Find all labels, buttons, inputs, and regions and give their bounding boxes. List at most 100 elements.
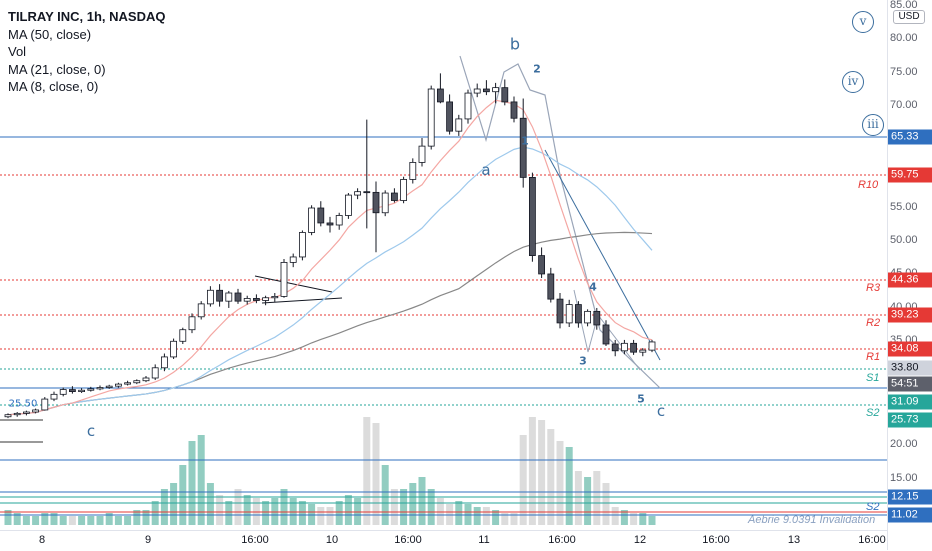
volume-bar[interactable]: [188, 441, 196, 525]
volume-bar[interactable]: [151, 501, 159, 525]
candle-body[interactable]: [621, 342, 628, 352]
candle-body[interactable]: [115, 383, 122, 387]
candle-body[interactable]: [289, 256, 297, 263]
volume-bar[interactable]: [630, 513, 638, 525]
volume-bar[interactable]: [298, 501, 306, 525]
volume-bar[interactable]: [602, 483, 610, 525]
volume-bar[interactable]: [216, 495, 224, 525]
volume-bar[interactable]: [381, 465, 389, 525]
volume-bar[interactable]: [262, 501, 270, 525]
wave-channel[interactable]: [544, 149, 661, 361]
volume-bar[interactable]: [206, 483, 214, 525]
candle-body[interactable]: [492, 87, 500, 93]
candle-body[interactable]: [243, 298, 251, 302]
volume-bar[interactable]: [13, 513, 21, 525]
volume-bar[interactable]: [133, 510, 141, 525]
volume-bar[interactable]: [59, 516, 67, 525]
volume-bar[interactable]: [225, 501, 233, 525]
volume-bar[interactable]: [124, 516, 132, 525]
candle-body[interactable]: [436, 88, 444, 103]
volume-bar[interactable]: [234, 489, 242, 525]
ma-8-line[interactable]: [7, 99, 653, 416]
candle-body[interactable]: [538, 255, 545, 275]
candle-body[interactable]: [105, 385, 113, 388]
candle-body[interactable]: [427, 88, 435, 147]
candle-body[interactable]: [354, 191, 362, 196]
candle-body[interactable]: [409, 162, 417, 180]
candle-body[interactable]: [400, 179, 408, 201]
candle-body[interactable]: [390, 192, 398, 201]
candle-body[interactable]: [87, 388, 95, 391]
legend-vol[interactable]: Vol: [8, 44, 27, 59]
candle-body[interactable]: [188, 316, 196, 331]
legend-ma8[interactable]: MA (8, close, 0): [8, 79, 99, 94]
candle-body[interactable]: [381, 192, 389, 214]
volume-bar[interactable]: [390, 489, 398, 525]
candle-body[interactable]: [41, 398, 49, 411]
candle-body[interactable]: [575, 304, 582, 324]
candle-body[interactable]: [602, 324, 610, 345]
candle-body[interactable]: [280, 261, 288, 297]
volume-bar[interactable]: [427, 489, 435, 525]
candle-body[interactable]: [455, 118, 463, 132]
candle-body[interactable]: [639, 349, 647, 353]
volume-bar[interactable]: [96, 516, 104, 525]
volume-bar[interactable]: [179, 465, 187, 525]
volume-bar[interactable]: [344, 495, 352, 525]
candle-body[interactable]: [298, 232, 306, 258]
volume-bar[interactable]: [243, 495, 251, 525]
candle-body[interactable]: [482, 88, 490, 93]
candle-body[interactable]: [225, 292, 233, 302]
volume-bar[interactable]: [87, 516, 95, 525]
volume-bar[interactable]: [510, 513, 518, 525]
volume-bar[interactable]: [611, 507, 619, 525]
volume-bar[interactable]: [326, 507, 334, 525]
candle-body[interactable]: [344, 194, 352, 216]
volume-bar[interactable]: [22, 516, 30, 525]
volume-bar[interactable]: [68, 516, 76, 525]
candle-body[interactable]: [308, 207, 316, 233]
volume-bar[interactable]: [528, 417, 536, 525]
candle-body[interactable]: [133, 380, 141, 384]
volume-bar[interactable]: [372, 423, 380, 525]
volume-bar[interactable]: [317, 507, 325, 525]
candle-body[interactable]: [32, 409, 39, 413]
candle-body[interactable]: [648, 341, 656, 351]
volume-bar[interactable]: [519, 435, 527, 525]
volume-bar[interactable]: [41, 513, 49, 525]
volume-bar[interactable]: [565, 447, 573, 525]
volume-bar[interactable]: [32, 516, 40, 525]
candle-body[interactable]: [78, 389, 85, 392]
wave-path[interactable]: [459, 55, 661, 389]
candle-body[interactable]: [556, 298, 564, 324]
candle-body[interactable]: [446, 101, 454, 132]
volume-bar[interactable]: [556, 441, 564, 525]
candle-body[interactable]: [262, 297, 270, 301]
volume-bar[interactable]: [363, 417, 371, 525]
candle-body[interactable]: [611, 343, 619, 352]
legend-ma50[interactable]: MA (50, close): [8, 26, 92, 42]
volume-bar[interactable]: [584, 477, 592, 525]
candle-body[interactable]: [335, 215, 343, 226]
ma-21-line[interactable]: [7, 146, 653, 416]
candle-body[interactable]: [510, 101, 518, 119]
candle-body[interactable]: [197, 303, 205, 318]
volume-bar[interactable]: [78, 516, 86, 525]
triangle-line[interactable]: [261, 297, 343, 304]
volume-bar[interactable]: [409, 483, 417, 525]
candle-body[interactable]: [326, 222, 334, 226]
candle-body[interactable]: [4, 414, 12, 418]
volume-bar[interactable]: [492, 510, 500, 525]
candle-body[interactable]: [160, 356, 168, 369]
candle-body[interactable]: [584, 310, 591, 324]
candle-body[interactable]: [630, 342, 637, 353]
candle-body[interactable]: [170, 340, 178, 358]
candle-body[interactable]: [565, 304, 573, 324]
candle-body[interactable]: [234, 292, 242, 302]
candle-body[interactable]: [69, 389, 76, 392]
volume-bar[interactable]: [501, 513, 509, 525]
time-axis[interactable]: 8 9 16:00 10 16:00 11 16:00 12 16:00 13 16:00: [0, 530, 887, 551]
volume-bar[interactable]: [639, 513, 647, 525]
volume-bar[interactable]: [160, 489, 168, 525]
candle-body[interactable]: [13, 412, 21, 416]
